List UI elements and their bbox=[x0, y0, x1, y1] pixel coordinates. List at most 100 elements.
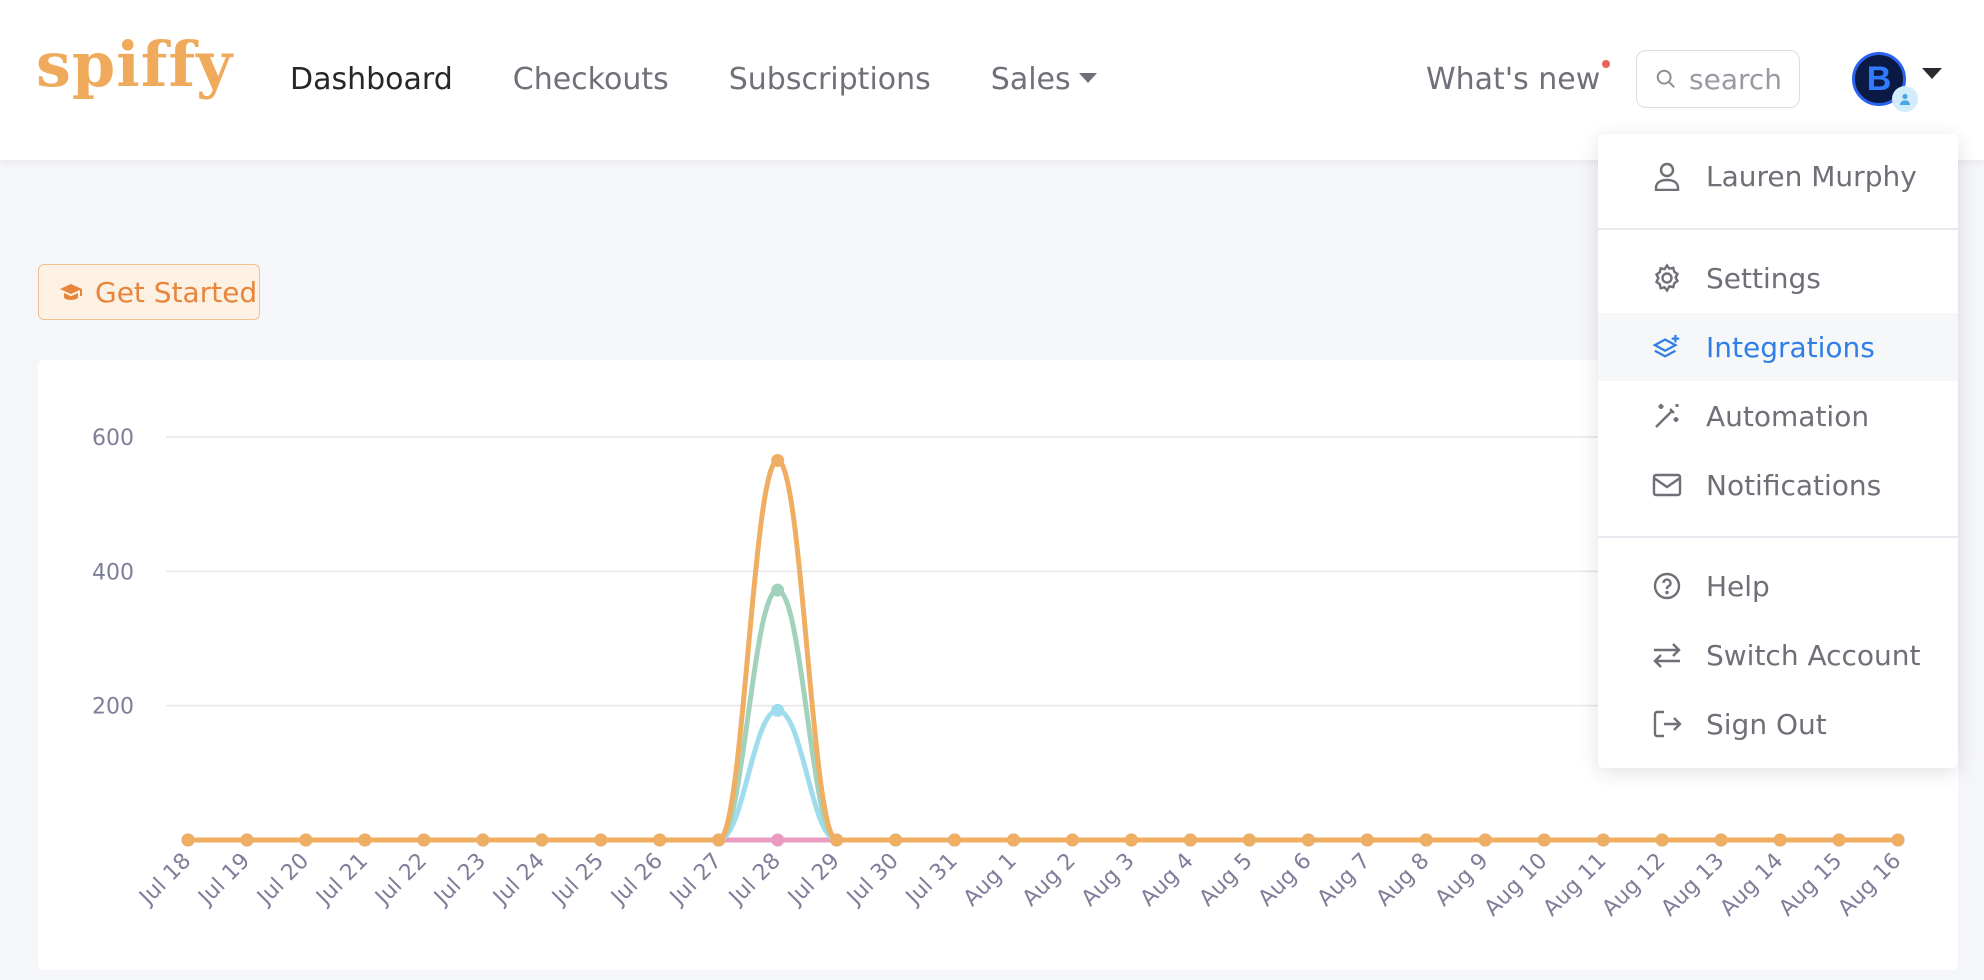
whats-new-label: What's new bbox=[1426, 62, 1601, 97]
top-navigation-bar: spiffy Dashboard Checkouts Subscriptions… bbox=[0, 0, 1984, 160]
menu-help[interactable]: Help bbox=[1598, 552, 1958, 620]
x-tick-label: Jul 21 bbox=[311, 849, 374, 912]
account-menu-caret-icon[interactable] bbox=[1922, 68, 1942, 79]
menu-sign-out[interactable]: Sign Out bbox=[1598, 690, 1958, 758]
x-tick-label: Aug 12 bbox=[1598, 849, 1671, 922]
data-point bbox=[1478, 833, 1492, 847]
question-circle-icon bbox=[1652, 571, 1682, 601]
user-name: Lauren Murphy bbox=[1706, 159, 1917, 193]
x-tick-label: Jul 22 bbox=[370, 849, 433, 912]
menu-notifications[interactable]: Notifications bbox=[1598, 451, 1958, 519]
sign-out-icon bbox=[1652, 709, 1682, 739]
data-point bbox=[1596, 833, 1610, 847]
x-tick-label: Jul 30 bbox=[841, 849, 904, 912]
nav-sales[interactable]: Sales bbox=[991, 58, 1097, 102]
data-point bbox=[1419, 833, 1433, 847]
menu-automation[interactable]: Automation bbox=[1598, 382, 1958, 450]
data-point bbox=[417, 833, 431, 847]
data-point bbox=[1655, 833, 1669, 847]
x-tick-label: Jul 20 bbox=[252, 849, 315, 912]
spiffy-logo[interactable]: spiffy bbox=[36, 28, 234, 101]
x-tick-label: Jul 24 bbox=[487, 849, 550, 912]
user-icon bbox=[1652, 161, 1682, 191]
search-box[interactable] bbox=[1636, 50, 1800, 108]
magic-wand-icon bbox=[1652, 401, 1682, 431]
data-point bbox=[948, 833, 962, 847]
switch-arrows-icon bbox=[1652, 640, 1682, 670]
get-started-button[interactable]: Get Started bbox=[38, 264, 260, 320]
x-tick-label: Jul 23 bbox=[428, 849, 491, 912]
x-tick-label: Aug 5 bbox=[1195, 849, 1258, 912]
x-tick-label: Aug 15 bbox=[1774, 849, 1847, 922]
data-point bbox=[889, 833, 903, 847]
data-point bbox=[476, 833, 490, 847]
menu-divider bbox=[1598, 228, 1958, 230]
user-dropdown-menu: Lauren Murphy Settings Integrations Auto… bbox=[1598, 134, 1958, 768]
chevron-down-icon bbox=[1078, 72, 1097, 83]
data-point bbox=[1773, 833, 1787, 847]
avatar[interactable]: B bbox=[1852, 52, 1906, 106]
menu-settings[interactable]: Settings bbox=[1598, 244, 1958, 312]
x-tick-label: Aug 16 bbox=[1833, 849, 1906, 922]
menu-label-automation: Automation bbox=[1706, 399, 1870, 433]
menu-label-integrations: Integrations bbox=[1706, 330, 1875, 364]
y-tick-label: 200 bbox=[92, 695, 134, 720]
data-point bbox=[771, 454, 785, 468]
data-point bbox=[653, 833, 667, 847]
menu-switch-account[interactable]: Switch Account bbox=[1598, 621, 1958, 689]
x-tick-label: Jul 19 bbox=[193, 849, 256, 912]
nav-subscriptions[interactable]: Subscriptions bbox=[728, 62, 931, 97]
menu-label-notifications: Notifications bbox=[1706, 468, 1882, 502]
x-tick-label: Aug 14 bbox=[1716, 849, 1789, 922]
series-line bbox=[185, 458, 1901, 843]
menu-divider bbox=[1598, 536, 1958, 538]
data-point bbox=[358, 833, 372, 847]
x-tick-label: Jul 29 bbox=[782, 849, 845, 912]
nav-dashboard[interactable]: Dashboard bbox=[290, 62, 453, 97]
main-nav: Dashboard Checkouts Subscriptions Sales bbox=[290, 58, 1157, 102]
data-point bbox=[594, 833, 608, 847]
menu-label-sign-out: Sign Out bbox=[1706, 707, 1827, 741]
x-tick-label: Aug 3 bbox=[1077, 849, 1140, 912]
menu-user-profile[interactable]: Lauren Murphy bbox=[1598, 142, 1958, 210]
x-tick-label: Aug 6 bbox=[1254, 849, 1317, 912]
data-point bbox=[1183, 833, 1197, 847]
graduation-cap-icon bbox=[60, 284, 82, 300]
menu-label-settings: Settings bbox=[1706, 261, 1821, 295]
notification-dot bbox=[1602, 60, 1611, 68]
x-tick-label: Aug 8 bbox=[1372, 849, 1435, 912]
menu-integrations[interactable]: Integrations bbox=[1598, 313, 1958, 381]
nav-sales-label: Sales bbox=[990, 62, 1071, 97]
data-point bbox=[1891, 833, 1905, 847]
x-tick-label: Aug 1 bbox=[959, 849, 1022, 912]
menu-label-help: Help bbox=[1706, 569, 1770, 603]
x-tick-label: Aug 4 bbox=[1136, 849, 1199, 912]
whats-new-link[interactable]: What's new bbox=[1426, 60, 1611, 100]
user-badge-icon bbox=[1892, 86, 1918, 112]
x-tick-label: Aug 7 bbox=[1313, 849, 1376, 912]
nav-checkouts[interactable]: Checkouts bbox=[512, 62, 669, 97]
data-point bbox=[771, 833, 785, 847]
data-point bbox=[299, 833, 313, 847]
data-point bbox=[1065, 833, 1079, 847]
data-point bbox=[1301, 833, 1315, 847]
data-point bbox=[1124, 833, 1138, 847]
data-point bbox=[771, 703, 785, 717]
menu-label-switch-account: Switch Account bbox=[1706, 638, 1921, 672]
gear-icon bbox=[1652, 263, 1682, 293]
y-tick-label: 400 bbox=[92, 560, 134, 585]
data-point bbox=[1360, 833, 1374, 847]
search-icon bbox=[1656, 69, 1675, 88]
x-tick-label: Jul 31 bbox=[900, 849, 963, 912]
data-point bbox=[240, 833, 254, 847]
x-tick-label: Jul 26 bbox=[605, 849, 668, 912]
data-point bbox=[535, 833, 549, 847]
x-tick-label: Jul 25 bbox=[546, 849, 609, 912]
data-point bbox=[771, 583, 785, 597]
data-point bbox=[1537, 833, 1551, 847]
envelope-icon bbox=[1652, 470, 1682, 500]
x-tick-label: Aug 13 bbox=[1657, 849, 1730, 922]
data-point bbox=[1007, 833, 1021, 847]
search-input[interactable] bbox=[1689, 62, 1799, 96]
